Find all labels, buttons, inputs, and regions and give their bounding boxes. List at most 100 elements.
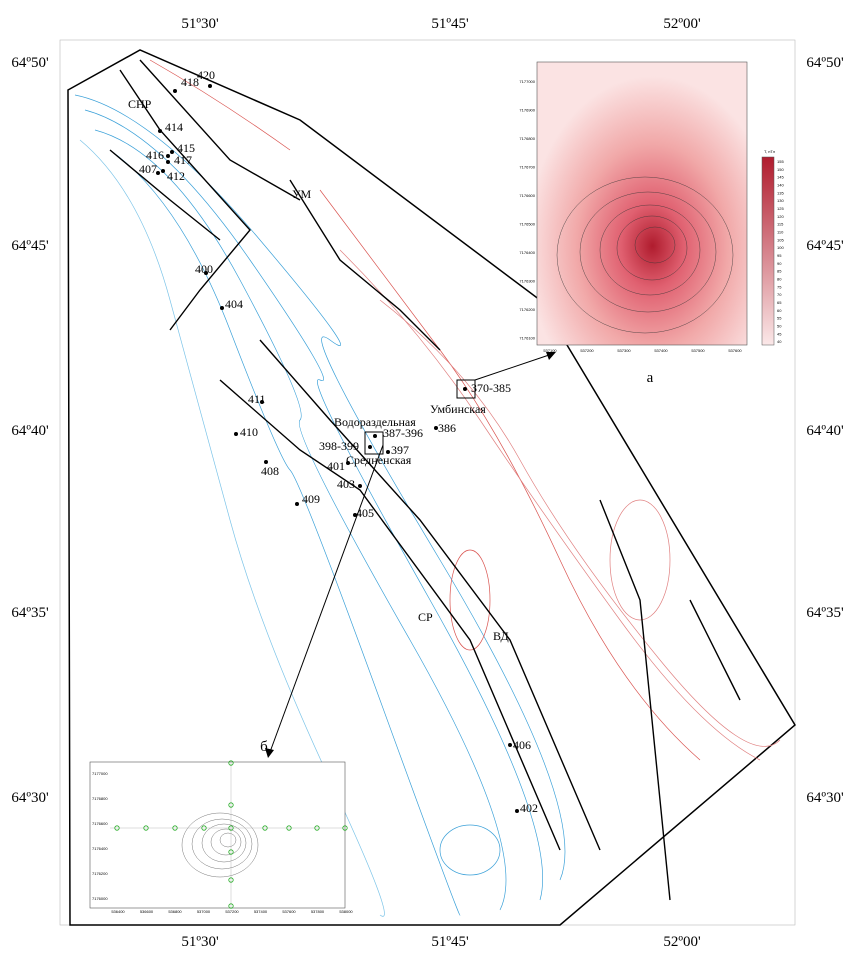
contour bbox=[319, 189, 701, 761]
lat-label: 64º30' bbox=[806, 790, 844, 806]
y-tick-label: 7177000 bbox=[519, 79, 535, 84]
well-label: 386 bbox=[438, 421, 456, 435]
station bbox=[228, 825, 234, 831]
well bbox=[368, 445, 372, 449]
lon-label: 51º30' bbox=[181, 934, 219, 950]
lon-label: 51º45' bbox=[431, 934, 469, 950]
well-label: 406 bbox=[513, 738, 531, 752]
place-label: СР bbox=[418, 610, 433, 624]
lon-label: 52º00' bbox=[663, 934, 701, 950]
place-label: УМ bbox=[292, 187, 311, 201]
place-label: Умбинская bbox=[430, 402, 486, 416]
legend-value: 125 bbox=[777, 206, 784, 211]
station bbox=[262, 825, 268, 831]
lat-label: 64º45' bbox=[11, 238, 49, 254]
y-tick-label: 7176300 bbox=[519, 279, 535, 284]
well bbox=[234, 432, 238, 436]
faults bbox=[109, 59, 741, 901]
x-tick-label: 536400 bbox=[111, 909, 125, 914]
legend-title: T, нТл bbox=[764, 149, 776, 154]
y-tick-label: 7176400 bbox=[519, 250, 535, 255]
place-label: Водораздельная bbox=[334, 415, 416, 429]
x-tick-label: 537200 bbox=[225, 909, 239, 914]
well bbox=[373, 434, 377, 438]
inset-b-contours bbox=[110, 762, 345, 908]
y-tick-label: 7176900 bbox=[519, 108, 535, 113]
well-label: 398-399 bbox=[319, 439, 359, 453]
legend-value: 100 bbox=[777, 245, 784, 250]
lat-label: 64º40' bbox=[806, 423, 844, 439]
legend-value: 140 bbox=[777, 183, 784, 188]
lon-label: 51º30' bbox=[181, 16, 219, 32]
fault bbox=[139, 59, 301, 201]
contour bbox=[379, 299, 781, 747]
well-label: 408 bbox=[261, 464, 279, 478]
y-tick-label: 7177000 bbox=[92, 771, 108, 776]
lat-label: 64º40' bbox=[11, 423, 49, 439]
place-label: Средненская bbox=[346, 453, 412, 467]
legend-value: 80 bbox=[777, 277, 782, 282]
area-box bbox=[364, 431, 384, 455]
contour bbox=[339, 249, 761, 761]
lat-label: 64º50' bbox=[11, 55, 49, 71]
inset-a-contours bbox=[556, 176, 734, 334]
contour bbox=[439, 824, 501, 876]
x-tick-label: 536800 bbox=[168, 909, 182, 914]
station bbox=[286, 825, 292, 831]
x-tick-label: 537400 bbox=[254, 909, 268, 914]
x-tick-label: 537200 bbox=[580, 348, 594, 353]
survey-area bbox=[67, 49, 796, 926]
inset-label: а bbox=[647, 370, 654, 386]
station bbox=[172, 825, 178, 831]
contour bbox=[109, 149, 461, 916]
place-label: СНР bbox=[128, 97, 152, 111]
well bbox=[353, 513, 357, 517]
well-label: 387-396 bbox=[383, 426, 423, 440]
legend-value: 55 bbox=[777, 316, 782, 321]
well-label: 400 bbox=[195, 262, 213, 276]
x-tick-label: 537000 bbox=[197, 909, 211, 914]
area-box bbox=[456, 379, 476, 399]
lat-label: 64º30' bbox=[11, 790, 49, 806]
station bbox=[228, 849, 234, 855]
inset-b-map bbox=[89, 761, 346, 909]
well bbox=[358, 484, 362, 488]
y-tick-label: 7176800 bbox=[519, 136, 535, 141]
well bbox=[161, 169, 165, 173]
station bbox=[314, 825, 320, 831]
legend-value: 65 bbox=[777, 300, 782, 305]
station bbox=[342, 825, 348, 831]
y-tick-label: 7176600 bbox=[519, 193, 535, 198]
legend-value: 105 bbox=[777, 237, 784, 242]
fault bbox=[219, 379, 561, 851]
well-label: 397 bbox=[391, 443, 409, 457]
x-tick-label: 537800 bbox=[311, 909, 325, 914]
well bbox=[156, 171, 160, 175]
fault bbox=[119, 69, 251, 331]
x-tick-label: 537300 bbox=[617, 348, 631, 353]
y-tick-label: 7176500 bbox=[519, 222, 535, 227]
well-label: 402 bbox=[520, 801, 538, 815]
legend-value: 155 bbox=[777, 159, 784, 164]
station bbox=[143, 825, 149, 831]
well-label: 418 bbox=[181, 75, 199, 89]
legend-value: 135 bbox=[777, 190, 784, 195]
fault bbox=[289, 179, 441, 351]
y-tick-label: 7176600 bbox=[92, 821, 108, 826]
arrow bbox=[269, 444, 384, 753]
well-label: 405 bbox=[356, 506, 374, 520]
well bbox=[295, 502, 299, 506]
legend-value: 90 bbox=[777, 261, 782, 266]
well-label: 412 bbox=[167, 169, 185, 183]
y-tick-label: 7176700 bbox=[519, 165, 535, 170]
well-label: 409 bbox=[302, 492, 320, 506]
station bbox=[228, 903, 234, 909]
well-label: 404 bbox=[225, 297, 243, 311]
well bbox=[158, 129, 162, 133]
y-tick-label: 7176200 bbox=[92, 871, 108, 876]
inset-a-legend-bar bbox=[761, 156, 775, 346]
well bbox=[220, 306, 224, 310]
legend-value: 85 bbox=[777, 269, 782, 274]
well bbox=[166, 160, 170, 164]
fault bbox=[689, 599, 741, 701]
